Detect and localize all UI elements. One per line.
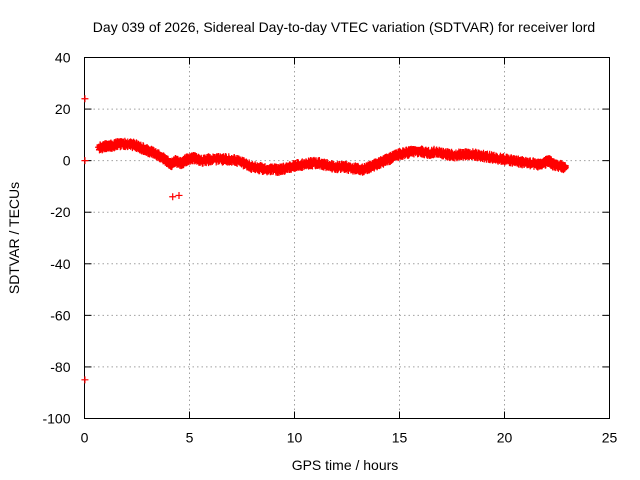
y-tick-label: 0 xyxy=(63,153,71,169)
x-tick-label: 5 xyxy=(186,430,194,446)
x-axis-label: GPS time / hours xyxy=(292,457,399,473)
sdtvar-outlier-point xyxy=(81,376,89,384)
sdtvar-outlier-point xyxy=(81,95,89,103)
y-tick-labels: 40 20 0 -20 -40 -60 -80 -100 xyxy=(42,50,70,427)
x-tick-label: 15 xyxy=(392,430,408,446)
y-tick-label: -20 xyxy=(50,204,70,220)
plot-frame xyxy=(84,57,610,419)
grid xyxy=(84,57,610,419)
sdtvar-point xyxy=(561,163,569,171)
y-tick-label: 40 xyxy=(55,50,71,66)
y-axis-label: SDTVAR / TECUs xyxy=(6,182,22,294)
sdtvar-outlier-point xyxy=(81,157,89,165)
sdtvar-outlier-point xyxy=(169,193,177,201)
chart-title: Day 039 of 2026, Sidereal Day-to-day VTE… xyxy=(93,19,595,35)
y-tick-label: -40 xyxy=(50,256,70,272)
data-points xyxy=(81,95,569,384)
x-tick-labels: 0 5 10 15 20 25 xyxy=(81,430,618,446)
axis-ticks xyxy=(84,57,610,419)
y-tick-label: -60 xyxy=(50,307,70,323)
y-tick-label: 20 xyxy=(55,101,71,117)
x-tick-label: 25 xyxy=(602,430,618,446)
x-tick-label: 20 xyxy=(497,430,513,446)
sdtvar-point xyxy=(560,162,568,170)
x-tick-label: 0 xyxy=(81,430,89,446)
y-tick-label: -80 xyxy=(50,359,70,375)
x-tick-label: 10 xyxy=(287,430,303,446)
y-tick-label: -100 xyxy=(42,411,70,427)
sdtvar-outlier-point xyxy=(175,191,183,199)
